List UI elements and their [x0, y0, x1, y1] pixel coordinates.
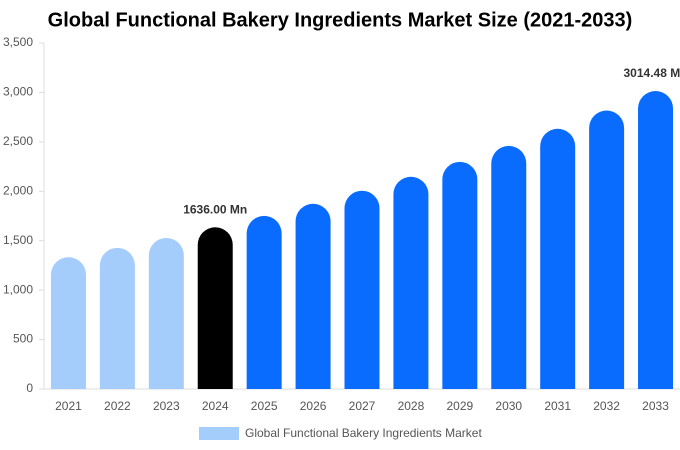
x-tick-label: 2022: [104, 399, 131, 413]
x-tick-label: 2021: [55, 399, 82, 413]
bar: [50, 257, 86, 389]
x-tick-label: 2031: [544, 399, 571, 413]
x-tick-label: 2026: [300, 399, 327, 413]
legend-swatch: [199, 427, 239, 440]
x-tick-label: 2033: [642, 399, 669, 413]
bar: [491, 145, 527, 389]
bar: [148, 237, 184, 389]
bar: [393, 176, 429, 389]
y-tick-label: 2,500: [3, 134, 33, 148]
legend-label: Global Functional Bakery Ingredients Mar…: [245, 426, 482, 440]
y-tick-label: 1,500: [3, 233, 33, 247]
bar: [197, 227, 233, 389]
x-tick-label: 2030: [495, 399, 522, 413]
bar: [540, 128, 576, 390]
bar: [99, 247, 135, 389]
x-tick-label: 2028: [398, 399, 425, 413]
bar: [638, 90, 674, 389]
x-tick-label: 2024: [202, 399, 229, 413]
bar: [442, 161, 478, 389]
bar: [589, 110, 625, 390]
y-tick-label: 1,000: [3, 282, 33, 296]
bar: [246, 215, 282, 389]
value-label: 1636.00 Mn: [183, 202, 247, 216]
chart-title: Global Functional Bakery Ingredients Mar…: [48, 9, 633, 31]
x-tick-label: 2029: [446, 399, 473, 413]
y-tick-label: 2,000: [3, 183, 33, 197]
x-tick-label: 2027: [349, 399, 376, 413]
y-tick-label: 500: [13, 332, 33, 346]
y-tick-label: 0: [26, 381, 33, 395]
value-label: 3014.48 Mn: [624, 66, 680, 80]
x-tick-label: 2023: [153, 399, 180, 413]
bar: [295, 203, 331, 389]
y-tick-label: 3,500: [3, 35, 33, 49]
y-tick-label: 3,000: [3, 85, 33, 99]
x-tick-label: 2025: [251, 399, 278, 413]
x-tick-label: 2032: [593, 399, 620, 413]
bar: [344, 190, 380, 389]
